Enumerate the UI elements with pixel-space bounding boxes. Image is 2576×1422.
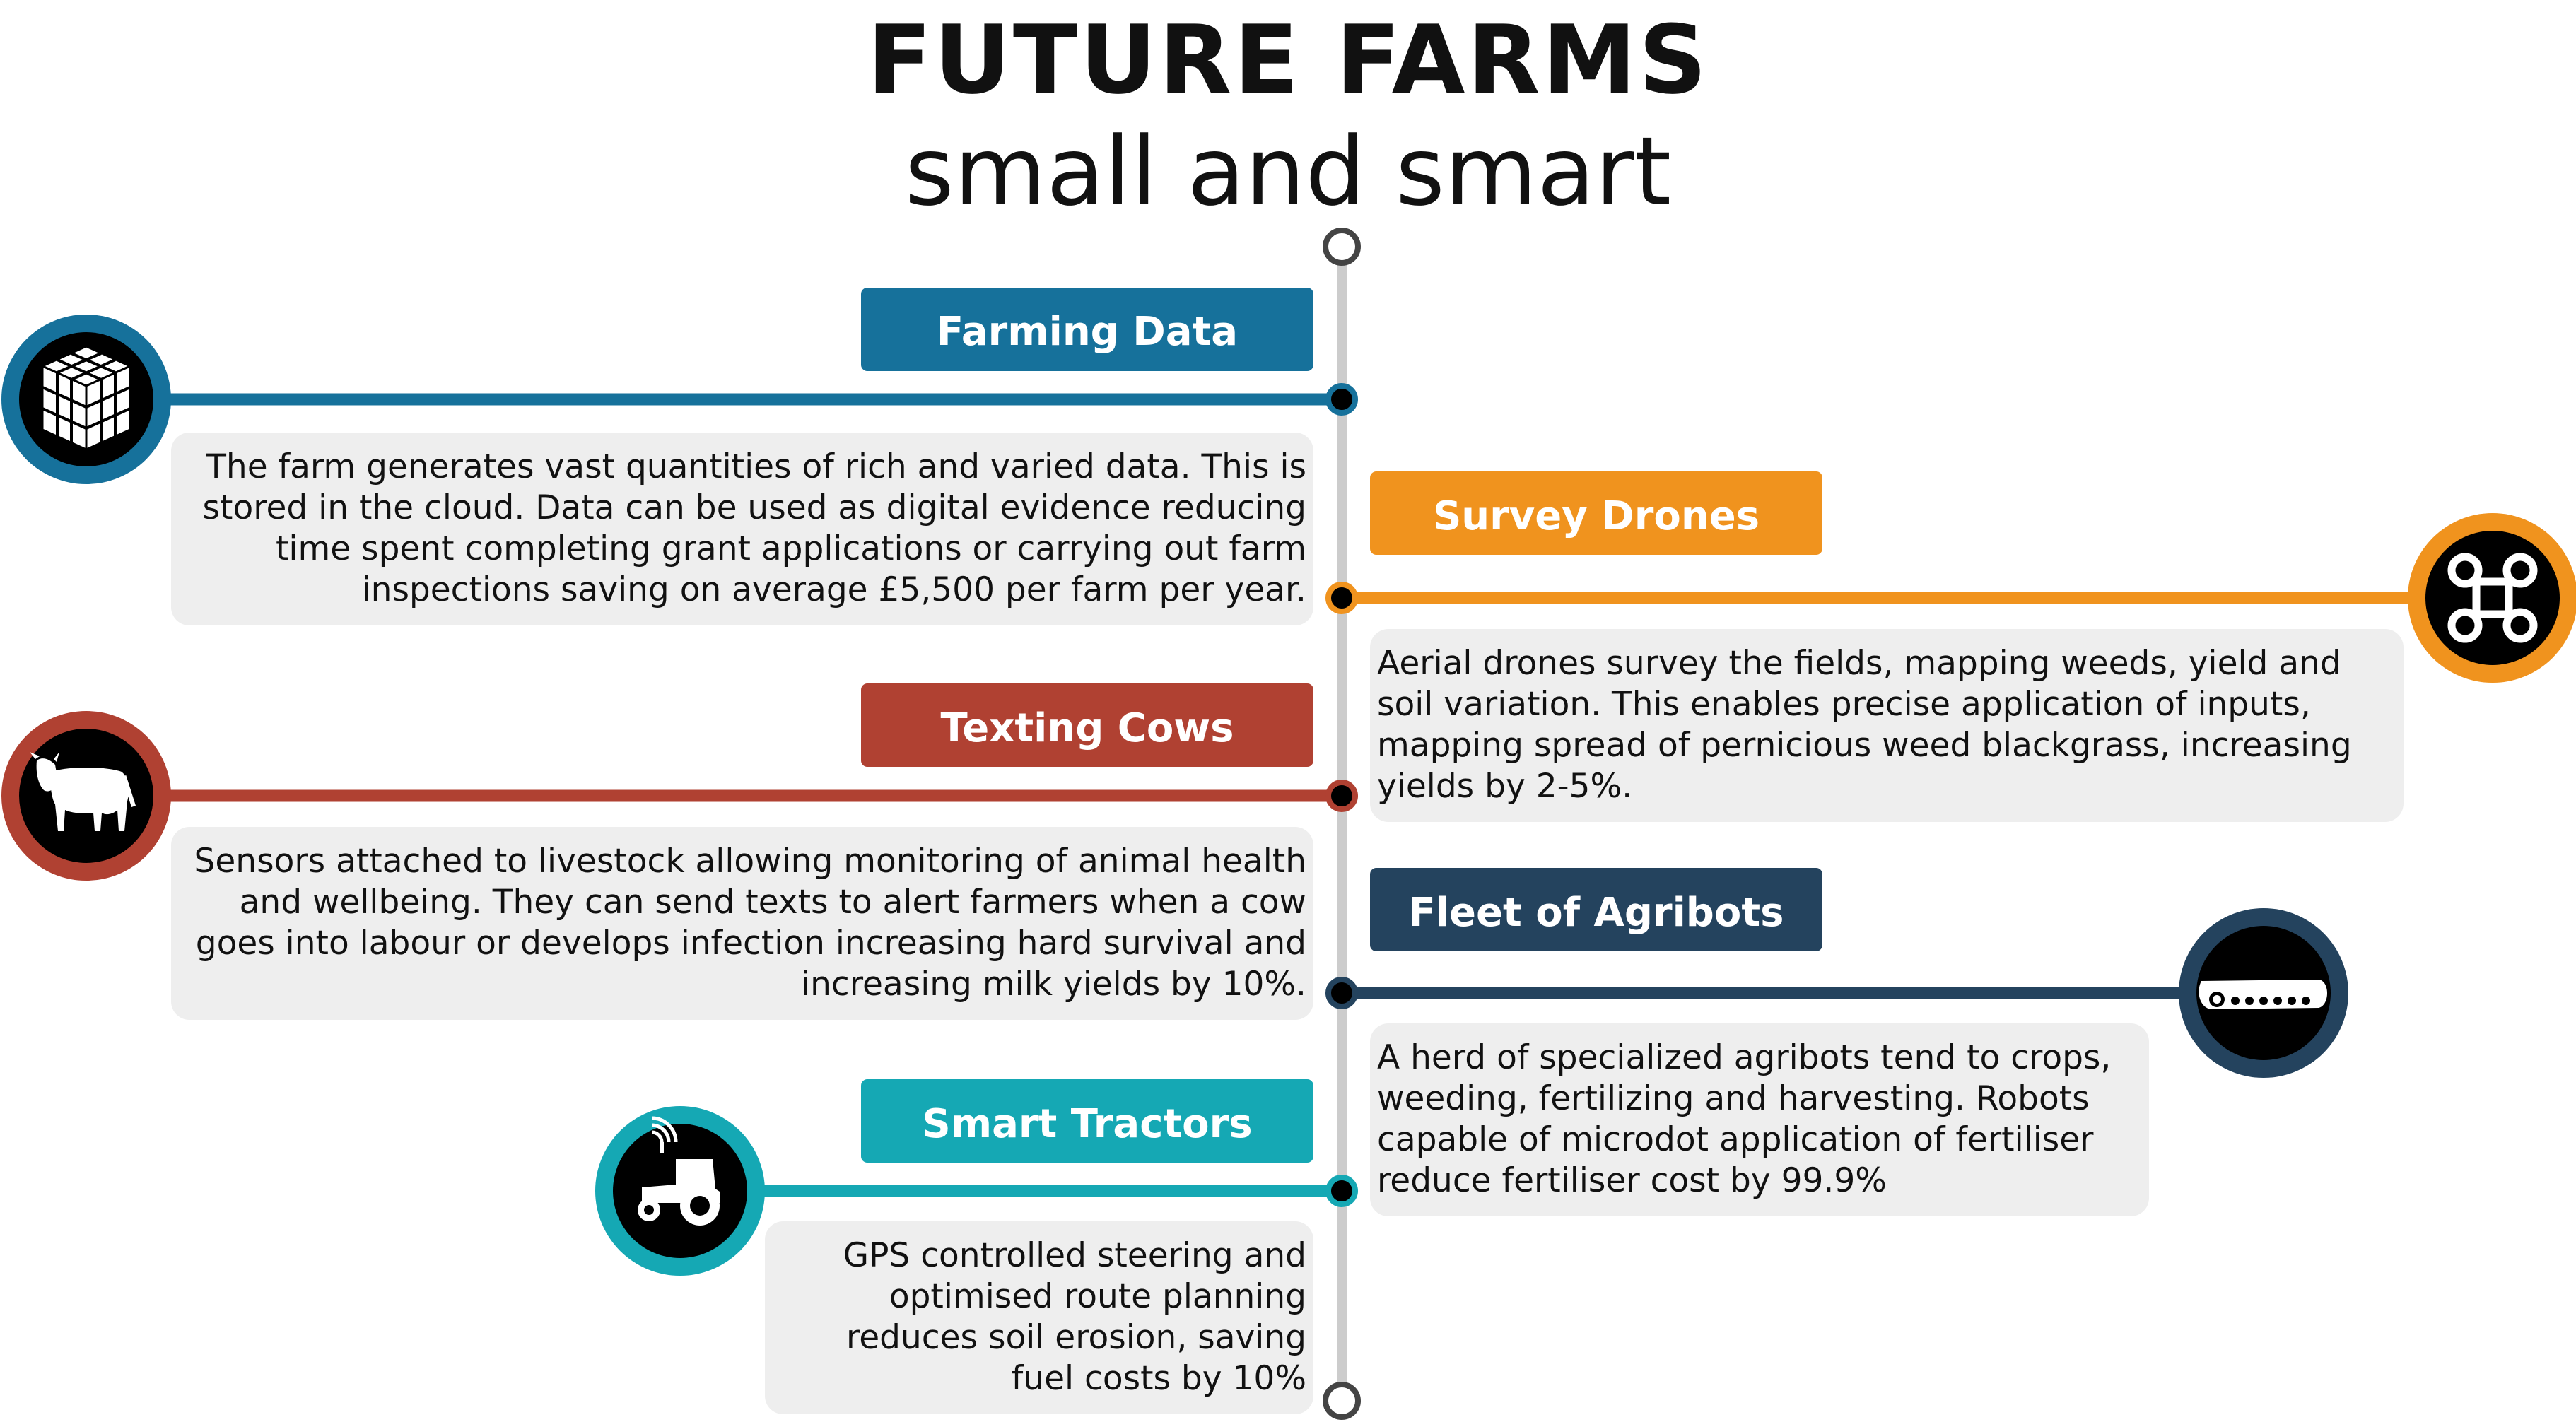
wifi-tractor-icon [638,1116,720,1226]
farming-data-header-label: Farming Data [937,309,1238,355]
survey-drones-header-box [1370,471,1822,555]
infographic-subtitle: small and smart [904,117,1672,227]
fleet-of-agribots-node [1325,977,1358,1009]
infographic-title: FUTURE FARMS [867,5,1709,115]
survey-drones-icon-disc [2425,531,2560,665]
farming-data-description: The farm generates vast quantities of ri… [171,433,1313,625]
texting-cows-header-label: Texting Cows [941,705,1234,751]
farming-data-header-box [861,288,1313,371]
cow-icon [30,752,136,831]
smart-tractors-description: GPS controlled steering and optimised ro… [765,1221,1313,1414]
texting-cows-node [1325,780,1358,812]
smart-tractors-node [1325,1175,1358,1207]
texting-cows-description: Sensors attached to livestock allowing m… [171,827,1313,1020]
timeline-start-node [1323,228,1361,266]
section-farming-data: Farming Data [1,288,1358,484]
survey-drones-node [1325,582,1358,614]
section-smart-tractors: Smart Tractors [595,1079,1358,1276]
smart-tractors-header-box [861,1079,1313,1163]
fleet-of-agribots-description: A herd of specialized agribots tend to c… [1370,1023,2149,1216]
section-survey-drones: Survey Drones [1325,471,2576,683]
section-fleet-of-agribots: Fleet of Agribots [1325,868,2348,1078]
data-cube-icon [40,345,133,452]
survey-drones-header-label: Survey Drones [1433,493,1760,539]
smart-tractors-header-label: Smart Tractors [922,1101,1252,1147]
fleet-of-agribots-header-box [1370,868,1822,951]
texting-cows-header-box [861,683,1313,767]
timeline-end-node [1323,1382,1361,1420]
command-key-icon [2447,553,2538,643]
tracked-robot-icon [2199,980,2327,1009]
section-texting-cows: Texting Cows [1,683,1358,881]
survey-drones-description: Aerial drones survey the fields, mapping… [1370,629,2404,822]
farming-data-node [1325,383,1358,416]
fleet-of-agribots-header-label: Fleet of Agribots [1409,890,1784,936]
